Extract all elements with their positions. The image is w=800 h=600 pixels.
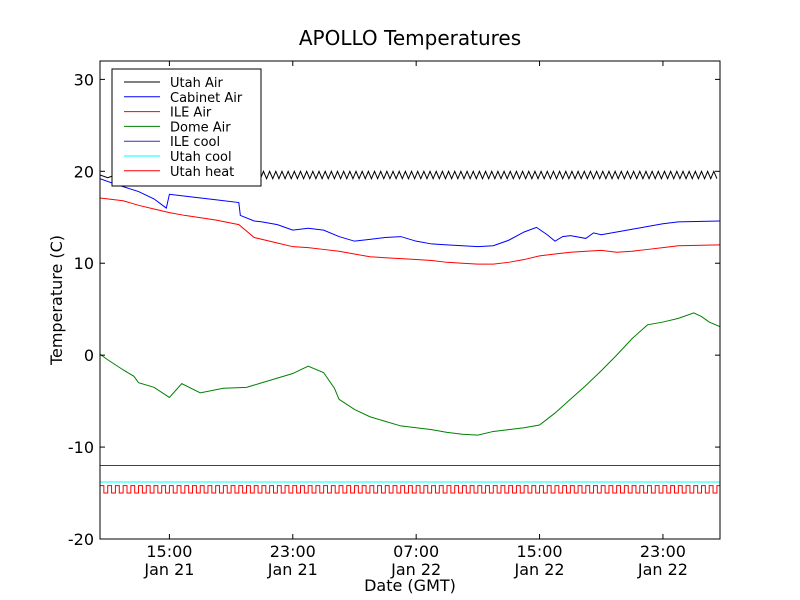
y-tick-label: 20 <box>74 162 94 181</box>
x-tick-date-label: Jan 22 <box>513 560 564 579</box>
x-tick-date-label: Jan 22 <box>390 560 441 579</box>
x-tick-time-label: 23:00 <box>270 542 316 561</box>
y-tick-label: 30 <box>74 70 94 89</box>
x-tick-date-label: Jan 21 <box>143 560 194 579</box>
series-line-dome-air <box>100 312 720 436</box>
x-tick-time-label: 15:00 <box>146 542 192 561</box>
x-tick-time-label: 23:00 <box>640 542 686 561</box>
x-tick-date-label: Jan 22 <box>637 560 688 579</box>
legend-box <box>111 68 262 187</box>
chart-title: APOLLO Temperatures <box>299 26 521 50</box>
x-axis-label: Date (GMT) <box>364 576 456 595</box>
y-axis-label: Temperature (C) <box>47 235 66 366</box>
x-tick-time-label: 15:00 <box>516 542 562 561</box>
legend-label: Utah cool <box>170 150 232 165</box>
legend-label: Utah Air <box>170 76 223 91</box>
series-line-cabinet-air <box>100 178 720 248</box>
legend-label: Utah heat <box>170 165 234 180</box>
legend-label: ILE cool <box>170 135 220 150</box>
series-line-utah-heat <box>100 485 720 494</box>
legend-label: Cabinet Air <box>170 91 243 106</box>
y-tick-label: -10 <box>68 438 94 457</box>
y-ticks: -20 -10 0 10 20 30 <box>68 70 720 549</box>
y-tick-label: 0 <box>84 346 94 365</box>
series-line-ile-air <box>100 197 720 265</box>
legend-label: ILE Air <box>170 106 212 121</box>
legend-label: Dome Air <box>170 120 231 135</box>
plot-frame <box>99 60 721 540</box>
x-tick-date-label: Jan 21 <box>267 560 318 579</box>
x-tick-time-label: 07:00 <box>393 542 439 561</box>
y-tick-label: 10 <box>74 254 94 273</box>
y-tick-label: -20 <box>68 530 94 549</box>
